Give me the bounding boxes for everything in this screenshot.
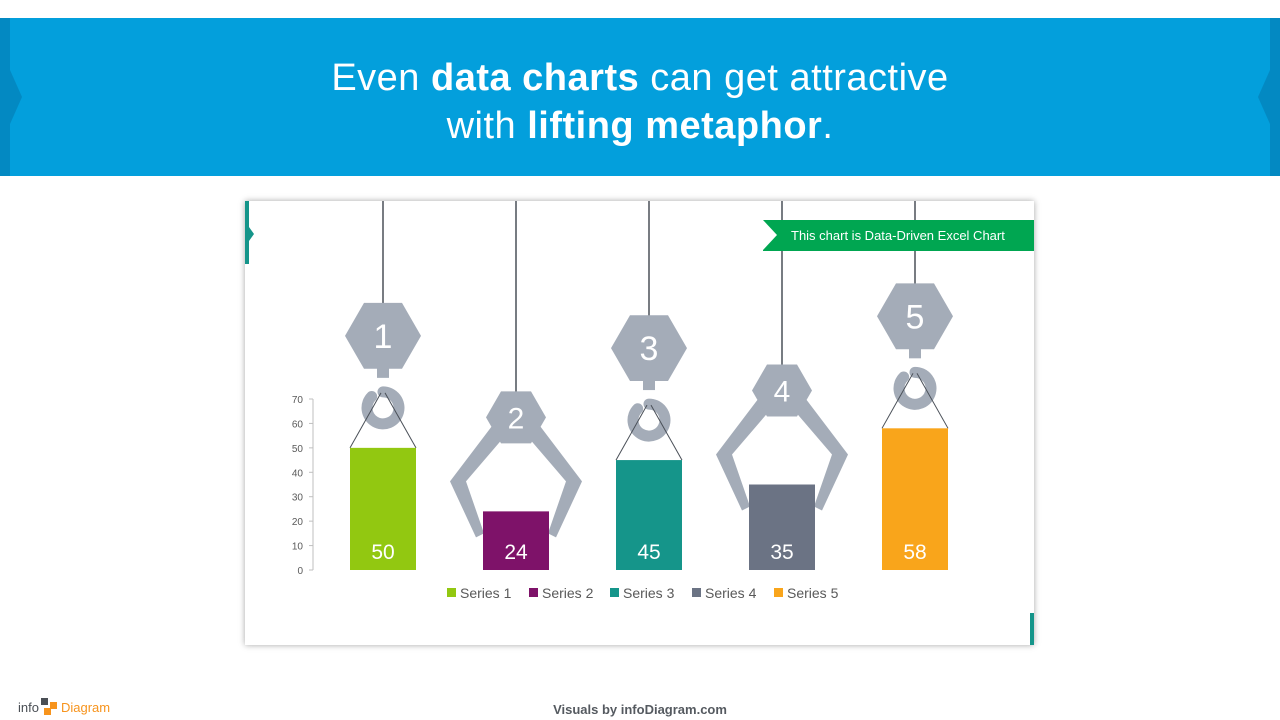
bar bbox=[616, 460, 682, 570]
crane-hook-icon bbox=[361, 386, 405, 430]
card-right-accent bbox=[1030, 613, 1034, 645]
title-line-2: with lifting metaphor. bbox=[0, 102, 1280, 150]
title-banner: Even data charts can get attractive with… bbox=[0, 18, 1280, 176]
claw-arm-left bbox=[450, 423, 502, 538]
bar-value-label: 58 bbox=[903, 541, 926, 564]
title-text: Even bbox=[331, 57, 431, 99]
hook-shank bbox=[643, 374, 655, 391]
hexagon-block-icon bbox=[877, 283, 953, 350]
lifter-group: 3 45 bbox=[611, 201, 687, 570]
lifter-group: 1 50 bbox=[345, 201, 421, 570]
sling-rope bbox=[916, 373, 949, 429]
hexagon-block-icon bbox=[345, 302, 421, 369]
legend-label: Series 2 bbox=[542, 585, 594, 601]
footer-credit: Visuals by infoDiagram.com bbox=[553, 702, 727, 717]
sling-rope bbox=[615, 404, 648, 461]
title-text: . bbox=[822, 105, 834, 147]
logo-text-info: info bbox=[18, 699, 39, 715]
y-tick-label: 40 bbox=[292, 468, 304, 479]
sling-rope bbox=[349, 392, 382, 449]
hook-shank bbox=[909, 342, 921, 359]
banner-right-notch bbox=[1258, 18, 1280, 176]
y-tick-label: 0 bbox=[297, 566, 303, 577]
crane-hook-icon bbox=[627, 398, 671, 442]
logo-mark-icon bbox=[40, 698, 59, 716]
y-tick-label: 70 bbox=[292, 395, 304, 406]
lifter-group: 5 58 bbox=[877, 201, 953, 570]
legend-label: Series 4 bbox=[705, 585, 757, 601]
hexagon-block-icon bbox=[486, 391, 546, 444]
data-driven-ribbon: This chart is Data-Driven Excel Chart bbox=[763, 220, 1034, 251]
y-tick-label: 10 bbox=[292, 542, 304, 553]
bar bbox=[882, 428, 948, 570]
lifter-number: 3 bbox=[640, 330, 659, 368]
bar bbox=[483, 511, 549, 570]
legend-swatch bbox=[529, 588, 538, 597]
bar-value-label: 45 bbox=[637, 541, 660, 564]
claw-arm-right bbox=[530, 423, 582, 538]
logo-text-diagram: Diagram bbox=[60, 699, 111, 715]
lifter-number: 4 bbox=[774, 376, 791, 409]
y-tick-label: 30 bbox=[292, 493, 304, 504]
title-line-1: Even data charts can get attractive bbox=[0, 54, 1280, 102]
legend-swatch bbox=[447, 588, 456, 597]
y-tick-label: 60 bbox=[292, 419, 304, 430]
hexagon-block-icon bbox=[752, 364, 812, 417]
legend-label: Series 3 bbox=[623, 585, 675, 601]
legend-swatch bbox=[774, 588, 783, 597]
legend-label: Series 5 bbox=[787, 585, 839, 601]
legend-label: Series 1 bbox=[460, 585, 512, 601]
title-emphasis: data charts bbox=[430, 57, 640, 99]
lifter-group: 2 24 bbox=[450, 201, 582, 570]
y-tick-label: 50 bbox=[292, 444, 304, 455]
card-left-accent bbox=[245, 201, 254, 264]
page-title: Even data charts can get attractive with… bbox=[0, 54, 1280, 150]
chart-legend: Series 1 Series 2 Series 3 Series 4 Series 5 bbox=[447, 585, 839, 601]
bar-value-label: 35 bbox=[770, 541, 793, 564]
banner-left-notch bbox=[0, 18, 22, 176]
title-emphasis: lifting metaphor bbox=[527, 105, 823, 147]
title-text: can get attractive bbox=[639, 57, 949, 99]
lifter-number: 2 bbox=[508, 402, 525, 435]
legend-swatch bbox=[610, 588, 619, 597]
bar bbox=[749, 484, 815, 570]
claw-arm-right bbox=[796, 396, 848, 511]
lifter-number: 1 bbox=[374, 318, 393, 356]
claw-arm-left bbox=[716, 396, 768, 511]
sling-rope bbox=[881, 373, 914, 429]
bar bbox=[350, 447, 416, 570]
y-tick-label: 20 bbox=[292, 517, 304, 528]
sling-rope bbox=[384, 392, 417, 449]
hook-shank bbox=[377, 361, 389, 378]
bar-value-label: 50 bbox=[371, 541, 394, 564]
title-text: with bbox=[446, 105, 528, 147]
crane-hook-icon bbox=[893, 366, 937, 410]
sling-rope bbox=[650, 404, 683, 461]
lifter-group: 4 35 bbox=[716, 201, 848, 570]
hexagon-block-icon bbox=[611, 315, 687, 381]
bar-value-label: 24 bbox=[504, 541, 528, 564]
infodiagram-logo: info Diagram bbox=[18, 697, 110, 717]
legend-swatch bbox=[692, 588, 701, 597]
lifter-number: 5 bbox=[906, 298, 925, 336]
